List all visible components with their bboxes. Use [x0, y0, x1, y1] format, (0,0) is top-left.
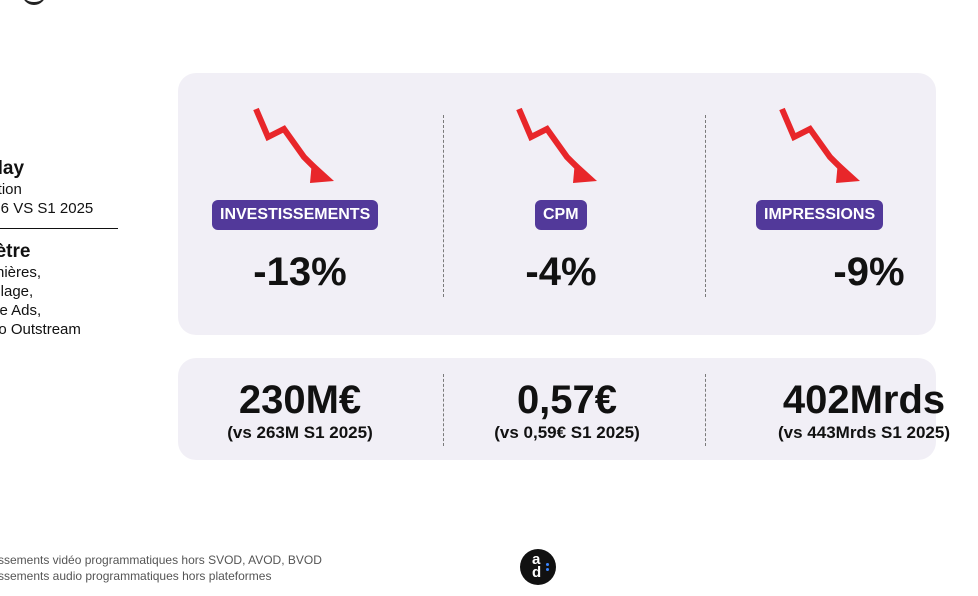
metric-change: -4%	[525, 250, 597, 294]
perimeter-line-2: illage,	[0, 283, 34, 300]
perimeter-title: rimètre	[0, 241, 31, 262]
metric-change: -13%	[253, 250, 347, 294]
panel-subtitle-1: lution	[0, 181, 22, 198]
logo-letter-bottom: d	[532, 564, 542, 581]
metric-value: 402Mrds	[782, 378, 946, 422]
brand-logo: a d	[520, 549, 556, 585]
metric-label: INVESTISSEMENTS	[212, 200, 379, 230]
perimeter-line-1: nières,	[0, 264, 42, 281]
panel-subtitle-2: 026 VS S1 2025	[0, 200, 94, 217]
column-divider	[443, 374, 444, 446]
metric-label: IMPRESSIONS	[756, 200, 884, 230]
metric-comparison: (vs 0,59€ S1 2025)	[494, 423, 640, 442]
logo-dot	[546, 563, 549, 566]
metric-label: CPM	[535, 200, 587, 230]
column-divider	[705, 374, 706, 446]
metric-comparison: (vs 443Mrds S1 2025)	[778, 423, 950, 442]
footnotes: ssements vidéo programmatiques hors SVOD…	[0, 552, 322, 584]
perimeter-line-4: éo Outstream	[0, 321, 81, 338]
logo-letter-top: a	[532, 551, 541, 568]
footnote-1: ssements vidéo programmatiques hors SVOD…	[0, 553, 322, 567]
metric-value: 230M€	[238, 378, 362, 422]
panel-divider	[0, 228, 118, 229]
column-divider	[443, 115, 444, 297]
trend-down-arrow-icon	[779, 107, 860, 183]
top-decoration	[22, 0, 46, 5]
footnote-2: ssements audio programmatiques hors plat…	[0, 569, 272, 583]
metric-change: -9%	[833, 250, 905, 294]
metrics-change-card: INVESTISSEMENTS -13% CPM -4% IMPRESSIONS…	[178, 73, 936, 335]
column-divider	[705, 115, 706, 297]
trend-down-arrow-icon	[253, 107, 334, 183]
panel-title: play	[0, 158, 25, 179]
perimeter-line-3: ve Ads,	[0, 302, 42, 319]
left-panel: play lution 026 VS S1 2025 rimètre nière…	[0, 158, 170, 339]
metric-comparison: (vs 263M S1 2025)	[227, 423, 373, 442]
trend-down-arrow-icon	[516, 107, 597, 183]
metric-value: 0,57€	[516, 378, 618, 422]
metrics-values-card: 230M€ (vs 263M S1 2025) 0,57€ (vs 0,59€ …	[178, 358, 950, 460]
logo-dot	[546, 568, 549, 571]
